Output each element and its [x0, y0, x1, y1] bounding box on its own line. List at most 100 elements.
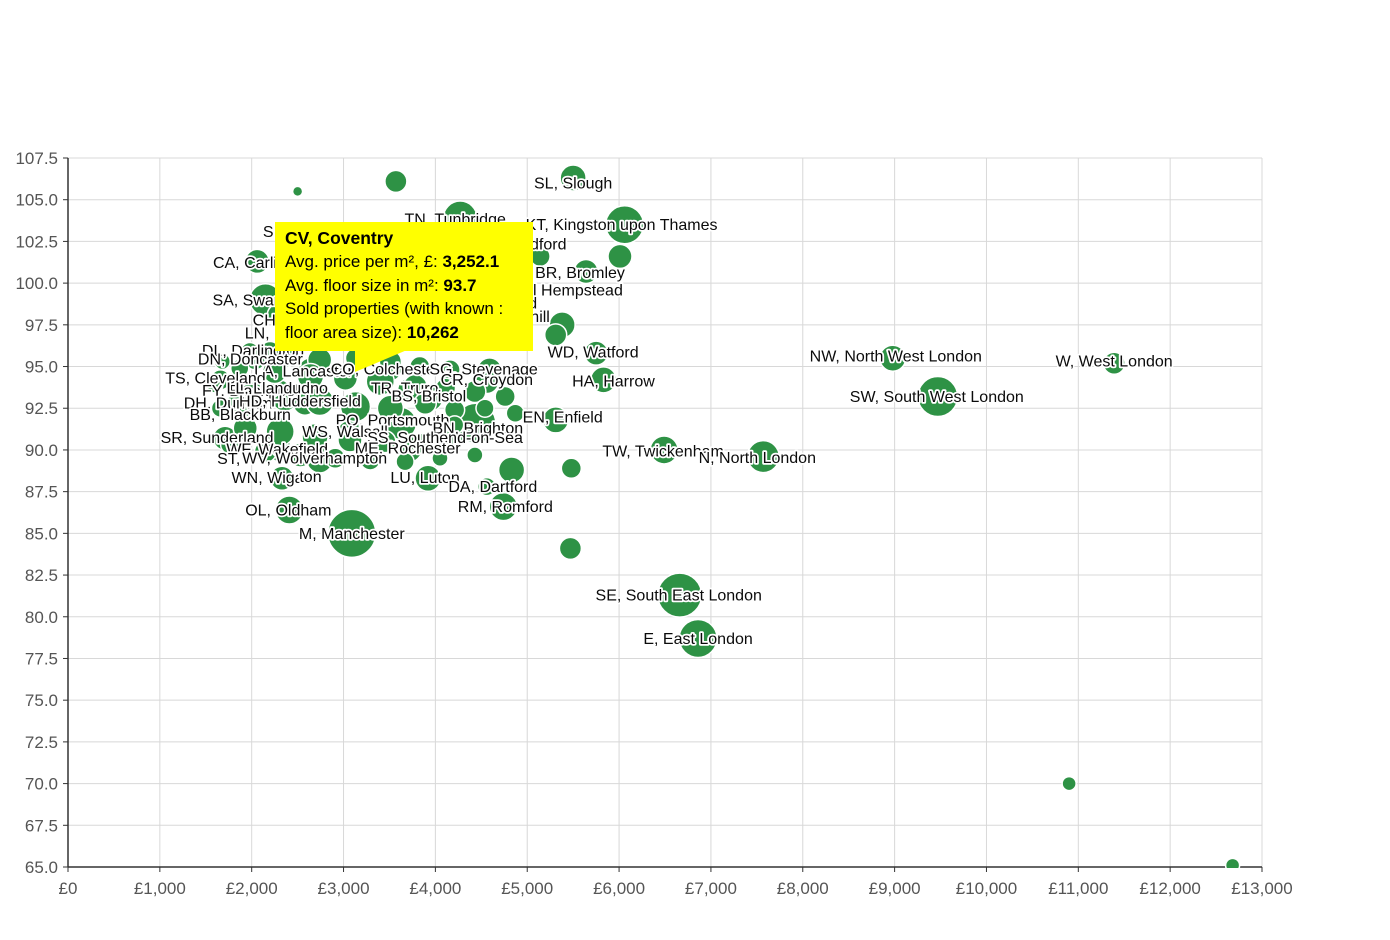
- bubble[interactable]: [431, 449, 449, 468]
- bubble[interactable]: [206, 376, 224, 394]
- bubble[interactable]: [301, 422, 329, 451]
- bubble-sw-south-west-london[interactable]: [917, 375, 959, 418]
- bubble[interactable]: [213, 352, 232, 371]
- bubble-label: WF, Wakefield: [226, 441, 328, 458]
- bubble[interactable]: [409, 432, 431, 455]
- bubble[interactable]: [324, 447, 347, 470]
- bubble-se-south-east-london[interactable]: [656, 572, 703, 618]
- bubble-ca-carlisle[interactable]: [244, 248, 270, 275]
- bubble-tw-twickenham[interactable]: [649, 435, 679, 465]
- bubble[interactable]: [497, 456, 526, 484]
- bubble-label: SW, South West London: [850, 389, 1024, 406]
- bubble-label: LA, Lancaster: [254, 363, 353, 380]
- bubble[interactable]: [1061, 775, 1077, 792]
- bubble[interactable]: [359, 449, 381, 471]
- bubble[interactable]: [210, 398, 231, 418]
- bubble-ha-harrow[interactable]: [589, 366, 618, 394]
- tooltip-pointer: [355, 350, 407, 373]
- bubble[interactable]: [395, 451, 415, 472]
- bubble-label: NW, North West London: [810, 349, 982, 366]
- bubble[interactable]: [373, 429, 397, 454]
- bubble-label: WS, Walsall: [302, 424, 388, 441]
- bubble[interactable]: [463, 379, 487, 404]
- bubble-label: BN, Brighton: [432, 421, 523, 438]
- bubble-wd-watford[interactable]: [583, 340, 609, 366]
- bubble-label: DA, Dartford: [448, 479, 537, 496]
- bubble[interactable]: [291, 185, 304, 198]
- x-tick-label: £2,000: [226, 879, 278, 898]
- bubble[interactable]: [332, 365, 359, 391]
- bubble-label: SG, Stevenage: [429, 361, 538, 378]
- x-tick-label: £8,000: [777, 879, 829, 898]
- bubble[interactable]: [560, 457, 583, 480]
- x-tick-label: £4,000: [409, 879, 461, 898]
- bubble[interactable]: [271, 384, 299, 412]
- bubble-w-west-london[interactable]: [1102, 351, 1126, 375]
- bubble[interactable]: [475, 398, 495, 418]
- bubble-e-east-london[interactable]: [678, 618, 718, 659]
- y-tick-label: 67.5: [25, 816, 58, 835]
- bubble[interactable]: [339, 390, 372, 423]
- bubble-rm-romford[interactable]: [488, 491, 519, 522]
- y-tick-label: 107.5: [15, 149, 58, 168]
- bubble-nw-north-west-london[interactable]: [879, 344, 907, 372]
- y-tick-label: 92.5: [25, 399, 58, 418]
- bubble[interactable]: [466, 446, 484, 464]
- bubble-sl-slough[interactable]: [559, 164, 587, 192]
- bubble-label: WD, Watford: [548, 345, 639, 362]
- y-tick-label: 75.0: [25, 691, 58, 710]
- bubble-label: PO, Portsmouth: [336, 413, 450, 430]
- bubble-label: ST,: [217, 451, 240, 468]
- y-tick-label: 80.0: [25, 608, 58, 627]
- y-tick-label: 102.5: [15, 232, 58, 251]
- y-tick-label: 77.5: [25, 649, 58, 668]
- bubble[interactable]: [505, 403, 526, 423]
- bubble[interactable]: [238, 383, 262, 407]
- bubble-br-bromley[interactable]: [573, 258, 599, 285]
- y-tick-label: 65.0: [25, 858, 58, 877]
- bubble[interactable]: [261, 358, 288, 385]
- bubble-label: ton: [299, 469, 321, 486]
- bubble[interactable]: [434, 377, 457, 399]
- bubble-label: EN, Enfield: [523, 409, 603, 426]
- bubble[interactable]: [265, 416, 295, 447]
- bubble[interactable]: [337, 427, 363, 453]
- bubble-label: TS, Cleveland: [165, 370, 266, 387]
- bubble[interactable]: [494, 385, 516, 408]
- x-tick-label: £1,000: [134, 879, 186, 898]
- bubble[interactable]: [287, 442, 314, 468]
- bubble-en-enfield[interactable]: [541, 406, 570, 434]
- bubble[interactable]: [230, 358, 250, 378]
- bubble-da-dartford[interactable]: [477, 476, 497, 497]
- bubble[interactable]: [444, 415, 465, 435]
- tooltip: CV, Coventry Avg. price per m², £: 3,252…: [275, 222, 533, 373]
- bubble-label: KT, Kingston upon Thames: [526, 217, 718, 234]
- bubble-label: CR, Croydon: [441, 372, 533, 389]
- bubble[interactable]: [607, 243, 633, 270]
- bubble[interactable]: [304, 386, 335, 417]
- bubble[interactable]: [1224, 857, 1241, 872]
- bubble[interactable]: [384, 169, 408, 194]
- bubble[interactable]: [240, 341, 260, 362]
- bubble-n-north-london[interactable]: [746, 439, 781, 474]
- x-tick-label: £10,000: [956, 879, 1017, 898]
- bubble-lu-luton[interactable]: [414, 464, 442, 493]
- y-tick-label: 87.5: [25, 483, 58, 502]
- bubble[interactable]: [232, 415, 259, 442]
- bubble-ol-oldham[interactable]: [274, 495, 305, 525]
- bubble[interactable]: [376, 394, 405, 422]
- x-tick-label: £0: [59, 879, 78, 898]
- bubble-m-manchester[interactable]: [327, 508, 377, 559]
- bubble-label: TW, Twickenham: [602, 443, 724, 460]
- bubble[interactable]: [413, 391, 438, 415]
- bubble[interactable]: [253, 439, 278, 464]
- bubble-label: DH, Durham: [184, 395, 273, 412]
- bubble[interactable]: [558, 536, 583, 561]
- bubble[interactable]: [543, 323, 568, 347]
- bubble-kt-kingston-upon-thames[interactable]: [604, 204, 645, 245]
- bubble-wn-wigan[interactable]: [269, 465, 295, 492]
- bubble[interactable]: [219, 435, 240, 455]
- bubble[interactable]: [296, 362, 325, 391]
